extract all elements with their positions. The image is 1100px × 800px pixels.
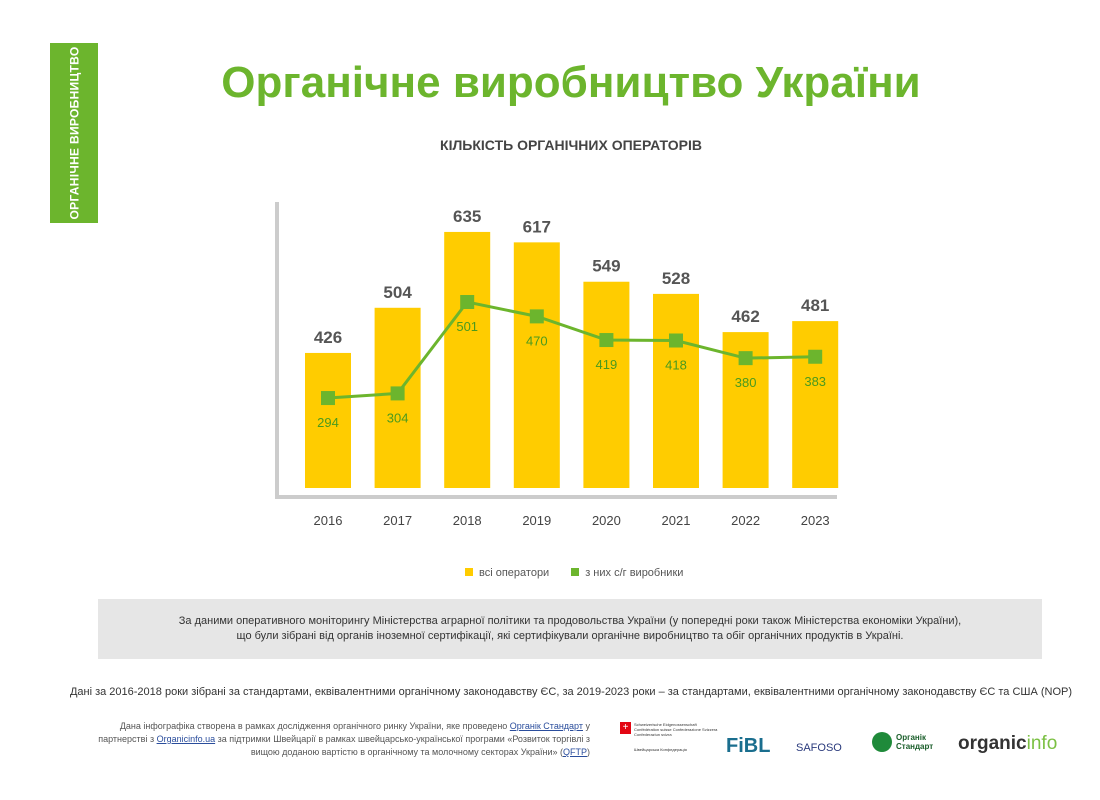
x-tick-label: 2019 (522, 513, 551, 528)
standards-note: Дані за 2016-2018 роки зібрані за станда… (69, 686, 1073, 698)
bar (653, 293, 699, 488)
line-value-label: 418 (665, 358, 687, 373)
credit: Дана інфографіка створена в рамках дослі… (98, 721, 590, 757)
line-point (599, 333, 614, 348)
x-tick-label: 2023 (801, 513, 830, 528)
bar-value-label: 481 (801, 296, 829, 315)
organic-standard-logo: Органік Стандарт (872, 732, 933, 752)
line-value-label: 294 (317, 415, 339, 430)
line-value-label: 383 (804, 374, 826, 389)
legend: всі оператори з них с/г виробники (465, 567, 683, 579)
line-value-label: 419 (596, 357, 618, 372)
line-point (808, 349, 823, 364)
bar-value-label: 462 (731, 307, 759, 326)
line-value-label: 501 (456, 319, 478, 334)
axes (275, 202, 837, 499)
source-note: За даними оперативного моніторингу Мініс… (98, 599, 1042, 659)
line-point (321, 391, 335, 406)
bar-value-label: 504 (383, 283, 412, 302)
organicinfo-logo: organicinfo (958, 733, 1058, 754)
line-point (390, 386, 405, 401)
line-point (738, 351, 753, 366)
line-value-label: 304 (387, 410, 409, 425)
bar-value-label: 426 (314, 328, 342, 347)
line-point (529, 309, 544, 324)
line-point (460, 295, 475, 309)
bar-value-label: 549 (592, 257, 620, 276)
bar (444, 231, 491, 488)
bar-value-label: 635 (453, 207, 481, 226)
line-point (669, 333, 683, 348)
bar (305, 352, 351, 488)
swiss-logo: + Schweizerische Eidgenossenschaft Confé… (620, 722, 720, 752)
safoso-logo: SAFOSO (796, 742, 842, 754)
x-tick-label: 2018 (453, 513, 482, 528)
organic-standard-link[interactable]: Органік Стандарт (509, 721, 583, 731)
chart-title: КІЛЬКІСТЬ ОРГАНІЧНИХ ОПЕРАТОРІВ (440, 137, 702, 153)
bar (513, 242, 560, 488)
page-title: Органічне виробництво України (221, 58, 921, 107)
x-tick-label: 2022 (731, 513, 760, 528)
x-tick-label: 2016 (314, 513, 343, 528)
bar-value-label: 617 (523, 217, 551, 236)
line-value-label: 470 (526, 333, 548, 348)
chart: 426 2016 504 2017 635 2018 617 2019 549 2020 528 20… (275, 202, 839, 528)
x-tick-label: 2017 (383, 513, 412, 528)
side-label: ОРГАНІЧНЕ ВИРОБНИЦТВО (50, 43, 98, 223)
bar-value-label: 528 (662, 269, 690, 288)
series-line (327, 300, 816, 400)
fibl-logo: FiBL (726, 735, 771, 757)
bar (583, 281, 630, 488)
organicinfo-link[interactable]: Organicinfo.ua (156, 734, 216, 744)
x-tick-label: 2021 (662, 513, 691, 528)
bar (792, 321, 839, 488)
qftp-link[interactable]: QFTP (563, 747, 587, 757)
legend-bar: всі оператори (465, 567, 549, 579)
line-value-label: 380 (735, 375, 757, 390)
x-tick-label: 2020 (592, 513, 621, 528)
legend-line: з них с/г виробники (571, 567, 683, 579)
